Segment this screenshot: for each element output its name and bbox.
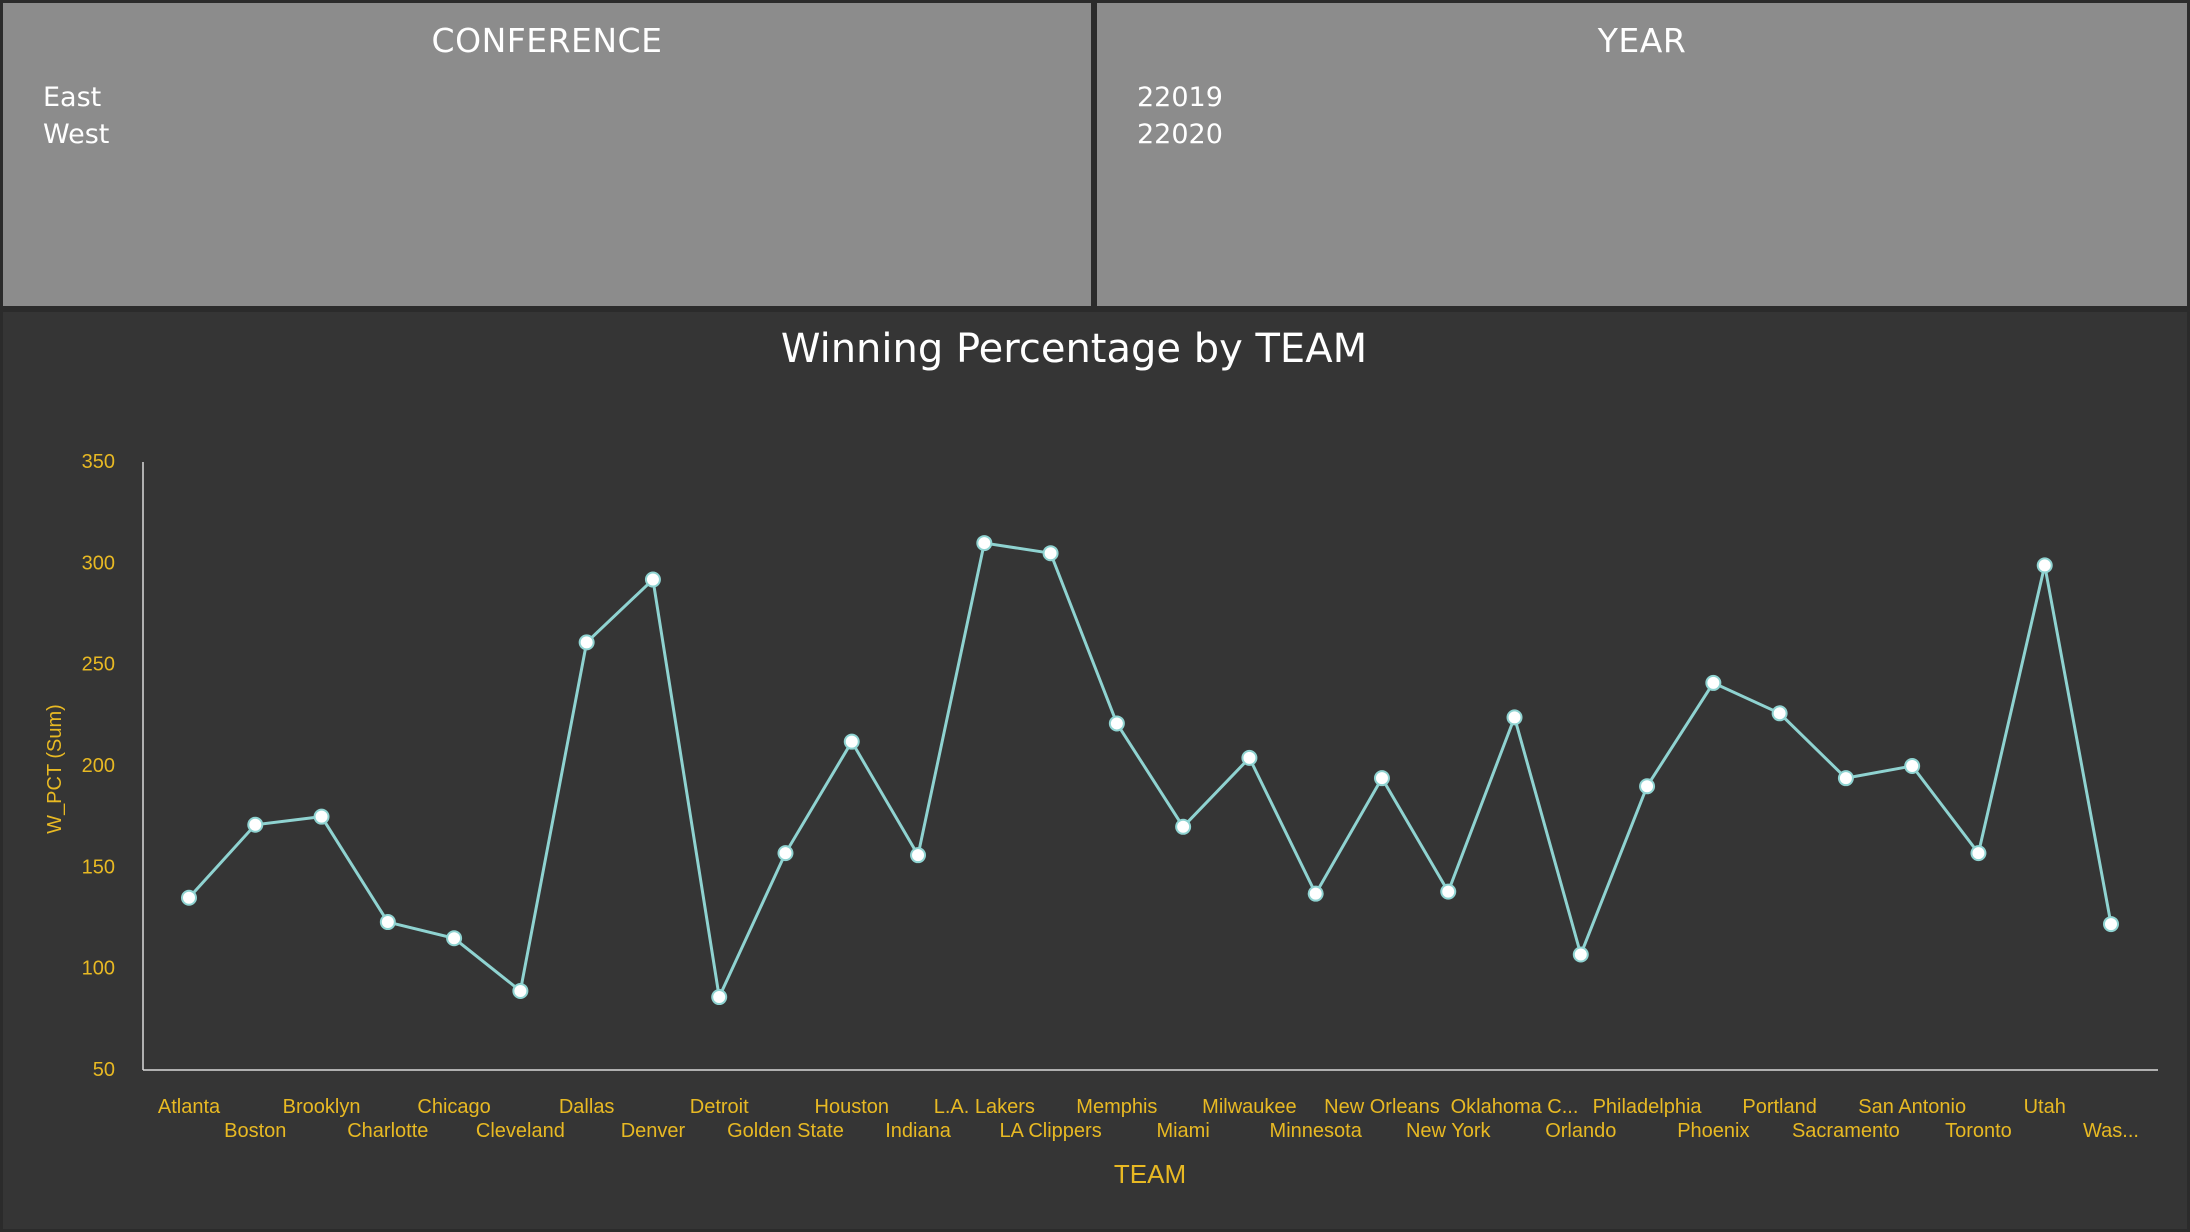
- chart-title: Winning Percentage by TEAM: [781, 326, 1367, 372]
- y-tick-label: 200: [82, 755, 115, 777]
- data-point[interactable]: [777, 845, 794, 862]
- data-point[interactable]: [976, 535, 993, 552]
- y-tick-label: 350: [82, 451, 115, 473]
- y-tick-label: 250: [82, 654, 115, 676]
- data-point[interactable]: [247, 816, 264, 833]
- year-slicer-title: YEAR: [1597, 21, 1687, 60]
- x-tick-label: Cleveland: [476, 1120, 565, 1142]
- data-point[interactable]: [910, 847, 927, 864]
- x-tick-label: Chicago: [417, 1096, 490, 1118]
- x-tick-label: Boston: [224, 1120, 286, 1142]
- x-tick-label: Sacramento: [1792, 1120, 1900, 1142]
- data-point[interactable]: [1506, 709, 1523, 726]
- data-point[interactable]: [1373, 770, 1390, 787]
- x-tick-label: Was...: [2083, 1120, 2139, 1142]
- data-point[interactable]: [1241, 749, 1258, 766]
- year-option-22019[interactable]: 22019: [1137, 82, 1223, 113]
- x-tick-label: Charlotte: [347, 1120, 428, 1142]
- y-tick-label: 50: [93, 1059, 115, 1081]
- x-tick-label: Indiana: [885, 1120, 951, 1142]
- x-tick-label: Brooklyn: [283, 1096, 361, 1118]
- x-tick-label: Portland: [1742, 1096, 1817, 1118]
- conference-slicer: CONFERENCE East West: [0, 0, 1094, 309]
- x-tick-label: Oklahoma C...: [1451, 1096, 1579, 1118]
- x-tick-label: Memphis: [1076, 1096, 1157, 1118]
- year-slicer: YEAR 22019 22020: [1094, 0, 2190, 309]
- x-tick-label: Philadelphia: [1593, 1096, 1703, 1118]
- data-point[interactable]: [512, 982, 529, 999]
- x-tick-label: Miami: [1156, 1120, 1209, 1142]
- x-tick-label: Detroit: [690, 1096, 749, 1118]
- data-point[interactable]: [1440, 883, 1457, 900]
- data-point[interactable]: [1970, 845, 1987, 862]
- line-chart: Winning Percentage by TEAM W_PCT (Sum) T…: [44, 326, 2158, 1189]
- data-point[interactable]: [181, 889, 197, 906]
- y-tick-label: 100: [82, 958, 115, 980]
- x-tick-label: Milwaukee: [1202, 1096, 1296, 1118]
- year-slicer-list: 22019 22020: [1137, 79, 1223, 153]
- data-point[interactable]: [1837, 770, 1854, 787]
- x-tick-label: LA Clippers: [999, 1120, 1101, 1142]
- x-tick-label: Toronto: [1945, 1120, 2012, 1142]
- data-point[interactable]: [379, 914, 396, 931]
- data-point[interactable]: [1904, 758, 1921, 774]
- data-point[interactable]: [1042, 545, 1059, 562]
- line-chart-panel: Winning Percentage by TEAM W_PCT (Sum) T…: [0, 309, 2190, 1232]
- x-axis-title: TEAM: [1114, 1159, 1186, 1189]
- x-tick-label: Minnesota: [1270, 1120, 1363, 1142]
- x-tick-label: New Orleans: [1324, 1096, 1440, 1118]
- data-point[interactable]: [1771, 705, 1788, 722]
- x-tick-label: Phoenix: [1677, 1120, 1749, 1142]
- series-line: [187, 541, 2113, 1003]
- data-points: [181, 535, 2119, 1006]
- data-point[interactable]: [1307, 885, 1324, 902]
- x-tick-label: New York: [1406, 1120, 1491, 1142]
- data-point[interactable]: [578, 634, 595, 651]
- y-tick-label: 300: [82, 552, 115, 574]
- conference-slicer-title: CONFERENCE: [431, 21, 663, 60]
- data-point[interactable]: [711, 989, 728, 1006]
- x-tick-label: Dallas: [559, 1096, 615, 1118]
- x-tick-label: San Antonio: [1858, 1096, 1966, 1118]
- x-tick-label: Utah: [2024, 1096, 2066, 1118]
- data-point[interactable]: [1175, 818, 1192, 835]
- x-tick-label: Denver: [621, 1120, 686, 1142]
- x-tick-label: L.A. Lakers: [934, 1096, 1035, 1118]
- y-tick-labels: 50 100 150 200 250 300 350: [82, 451, 115, 1081]
- data-point[interactable]: [1705, 674, 1722, 691]
- data-point[interactable]: [843, 733, 860, 750]
- x-tick-label: Orlando: [1545, 1120, 1616, 1142]
- data-point[interactable]: [1639, 778, 1656, 795]
- data-point[interactable]: [313, 808, 330, 825]
- data-point[interactable]: [1572, 946, 1589, 963]
- conference-option-west[interactable]: West: [43, 119, 110, 150]
- conference-option-east[interactable]: East: [43, 82, 102, 113]
- x-tick-labels: AtlantaBostonBrooklynCharlotteChicagoCle…: [158, 1096, 2139, 1142]
- data-point[interactable]: [1108, 715, 1125, 732]
- data-point[interactable]: [644, 571, 661, 588]
- x-tick-label: Golden State: [727, 1120, 844, 1142]
- y-axis-title: W_PCT (Sum): [44, 704, 66, 834]
- data-point[interactable]: [2103, 916, 2119, 933]
- year-option-22020[interactable]: 22020: [1137, 119, 1223, 150]
- x-tick-label: Atlanta: [158, 1096, 221, 1118]
- conference-slicer-list: East West: [43, 79, 109, 153]
- data-point[interactable]: [446, 930, 463, 947]
- data-point[interactable]: [2036, 557, 2053, 574]
- x-tick-label: Houston: [815, 1096, 890, 1118]
- y-tick-label: 150: [82, 856, 115, 878]
